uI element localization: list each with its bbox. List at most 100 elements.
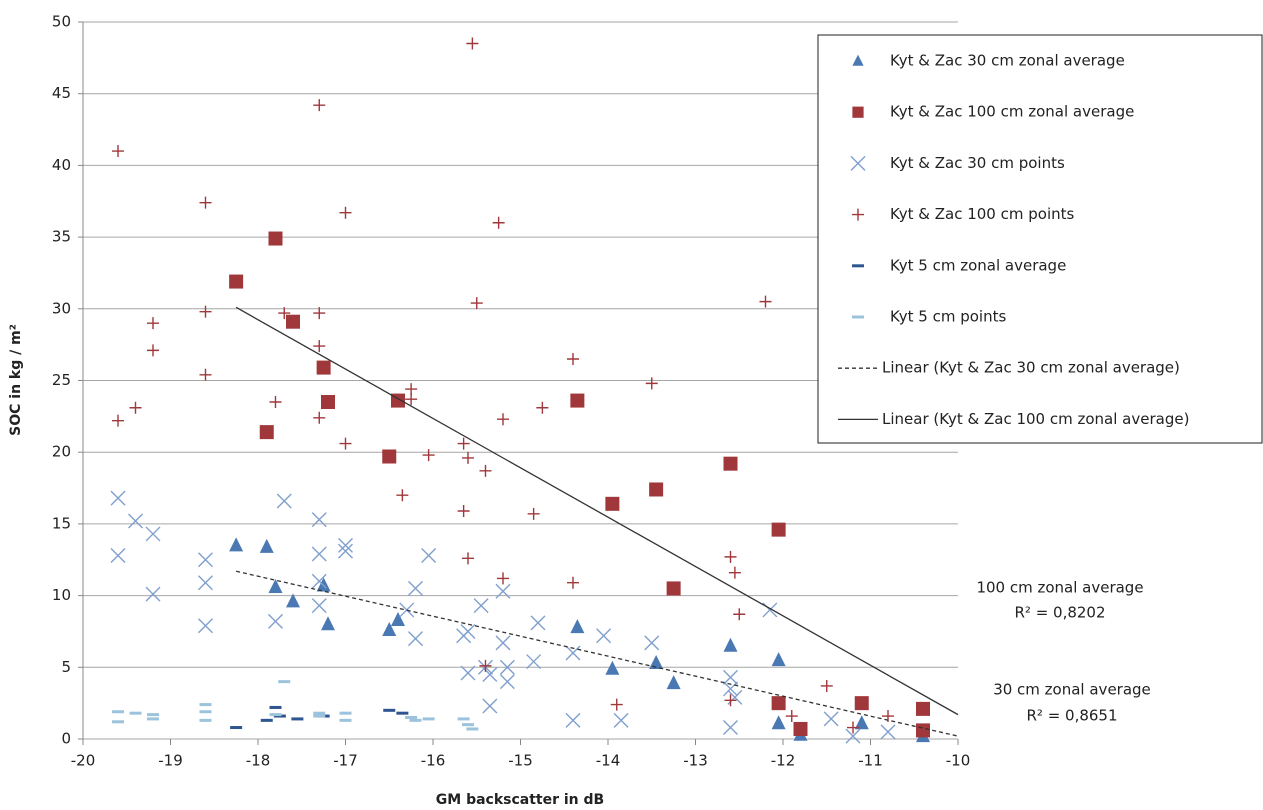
marker-dash — [339, 711, 352, 715]
marker-dash — [260, 718, 273, 722]
marker-plus — [567, 352, 579, 365]
legend-label: Kyt & Zac 30 cm points — [890, 154, 1065, 172]
marker-dash — [291, 717, 304, 721]
marker-triangle — [391, 611, 405, 626]
legend-label: Kyt 5 cm zonal average — [890, 256, 1066, 274]
x-tick-label: -16 — [421, 752, 446, 770]
legend-marker — [850, 155, 866, 171]
marker-square — [321, 395, 335, 410]
marker-plus — [269, 396, 282, 409]
marker-plus — [405, 393, 418, 406]
marker-plus — [724, 550, 737, 563]
marker-plus — [313, 340, 326, 353]
y-tick-label: 35 — [52, 228, 71, 246]
x-tick-label: -14 — [596, 752, 621, 770]
marker-plus — [479, 464, 492, 477]
marker-x — [338, 543, 353, 559]
marker-x — [880, 724, 896, 740]
legend-label: Linear (Kyt & Zac 100 cm zonal average) — [882, 410, 1189, 428]
marker-x — [338, 537, 353, 553]
marker-x — [499, 659, 515, 675]
marker-plus — [492, 216, 505, 229]
marker-dash — [147, 717, 159, 721]
marker-plus — [147, 344, 159, 357]
marker-plus — [405, 383, 418, 396]
marker-triangle — [229, 537, 244, 552]
marker-square — [605, 496, 620, 511]
marker-x — [311, 546, 327, 562]
marker-plus — [339, 206, 352, 219]
legend-label: Kyt & Zac 100 cm points — [890, 205, 1074, 223]
legend-marker — [852, 208, 864, 221]
marker-square — [259, 425, 274, 440]
y-tick-label: 10 — [52, 586, 71, 604]
marker-dash — [269, 705, 282, 709]
marker-plus — [199, 368, 212, 381]
marker-plus — [396, 489, 409, 502]
marker-square — [723, 456, 738, 471]
marker-x — [198, 552, 213, 568]
y-axis-title: SOC in kg / m² — [8, 324, 24, 436]
x-tick-label: -17 — [333, 752, 358, 770]
marker-plus — [610, 698, 623, 711]
marker-dash — [199, 703, 212, 707]
marker-dash — [147, 713, 159, 717]
marker-x — [565, 712, 581, 728]
marker-plus — [462, 552, 474, 565]
x-tick-label: -12 — [771, 752, 796, 770]
marker-square — [229, 274, 244, 289]
marker-triangle — [854, 715, 869, 730]
marker-dash — [457, 717, 470, 721]
x-tick-label: -20 — [71, 752, 96, 770]
x-tick-label: -15 — [508, 752, 533, 770]
legend-label: Kyt & Zac 100 cm zonal average — [890, 103, 1134, 121]
marker-plus — [479, 659, 492, 672]
marker-dash — [199, 718, 212, 722]
marker-x — [268, 613, 283, 629]
legend-marker — [852, 54, 864, 66]
marker-plus — [339, 437, 352, 450]
marker-x — [596, 628, 612, 644]
marker-triangle — [649, 654, 664, 669]
y-tick-label: 20 — [52, 443, 71, 461]
marker-triangle — [268, 578, 283, 593]
marker-triangle — [286, 593, 300, 608]
x-tick-label: -19 — [158, 752, 183, 770]
marker-x — [145, 586, 161, 602]
marker-triangle — [316, 577, 331, 592]
marker-square — [286, 314, 300, 329]
marker-x — [399, 602, 415, 618]
marker-plus — [112, 145, 124, 158]
marker-plus — [728, 566, 741, 579]
marker-x — [565, 645, 581, 661]
marker-x — [198, 618, 213, 634]
y-tick-label: 40 — [52, 156, 71, 174]
legend-label: Linear (Kyt & Zac 30 cm zonal average) — [882, 359, 1180, 377]
x-axis-title: GM backscatter in dB — [436, 792, 604, 808]
y-tick-label: 50 — [52, 13, 71, 31]
marker-dash — [278, 680, 291, 684]
marker-plus — [470, 297, 483, 310]
marker-dash — [466, 727, 479, 731]
marker-x — [845, 728, 861, 744]
marker-plus — [313, 411, 326, 424]
marker-triangle — [321, 616, 335, 631]
marker-dash — [129, 711, 142, 715]
legend-box — [817, 34, 1263, 444]
legend: Kyt & Zac 30 cm zonal average Kyt & Zac 1… — [817, 34, 1263, 444]
marker-x — [482, 698, 498, 714]
marker-triangle — [723, 637, 738, 652]
x-tick-label: -18 — [246, 752, 271, 770]
marker-x — [311, 573, 327, 589]
marker-plus — [820, 679, 833, 692]
marker-x — [530, 615, 546, 631]
marker-plus — [457, 437, 470, 450]
marker-x — [311, 598, 327, 614]
marker-plus — [567, 576, 579, 589]
marker-dash — [383, 708, 396, 712]
y-tick-label: 15 — [52, 514, 71, 532]
marker-x — [495, 583, 511, 599]
marker-square — [316, 360, 331, 375]
marker-triangle — [771, 652, 786, 667]
